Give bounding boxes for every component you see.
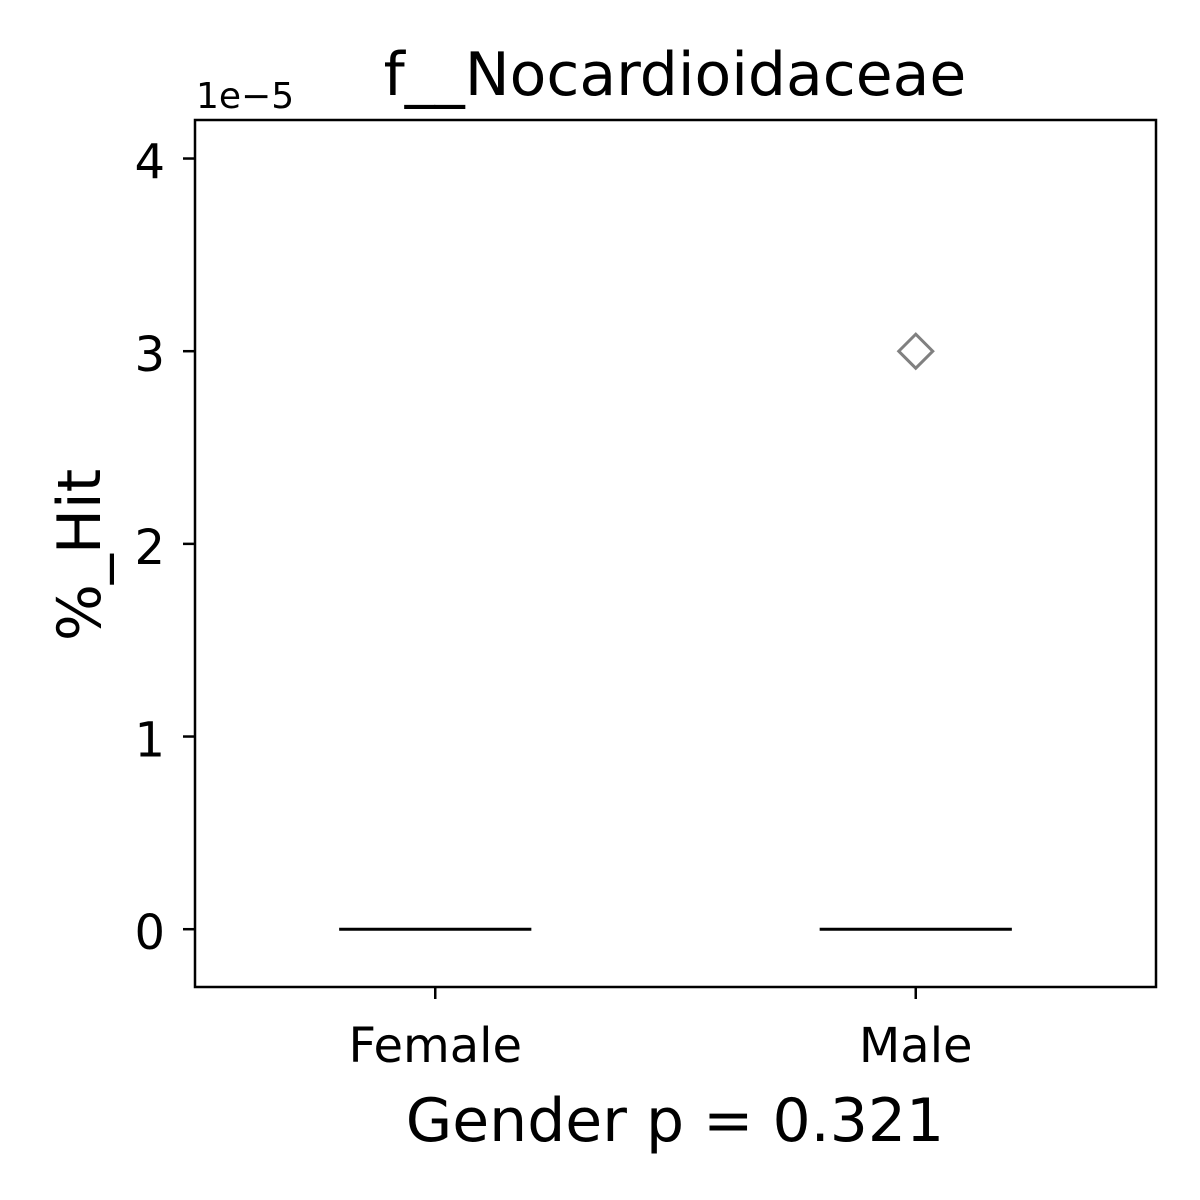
y-tick-label: 2 <box>134 520 165 576</box>
x-tick-label: Female <box>348 1018 522 1074</box>
y-axis-label: %_Hit <box>45 469 115 641</box>
y-tick-label: 0 <box>134 905 165 961</box>
y-axis: 0 1 2 3 4 <box>134 135 195 961</box>
chart-title: f__Nocardioidaceae <box>384 40 967 110</box>
x-axis: Female Male <box>348 987 973 1074</box>
x-axis-label: Gender p = 0.321 <box>406 1086 944 1156</box>
plot-marks <box>339 332 1012 931</box>
outlier-point <box>896 332 935 371</box>
box-male <box>819 332 1012 931</box>
y-tick-label: 3 <box>134 327 165 383</box>
plot-frame <box>193 118 1158 989</box>
y-tick-label: 1 <box>134 713 165 769</box>
x-tick-label: Male <box>859 1018 973 1074</box>
y-offset-text: 1e−5 <box>196 76 294 117</box>
y-tick-label: 4 <box>134 135 165 191</box>
